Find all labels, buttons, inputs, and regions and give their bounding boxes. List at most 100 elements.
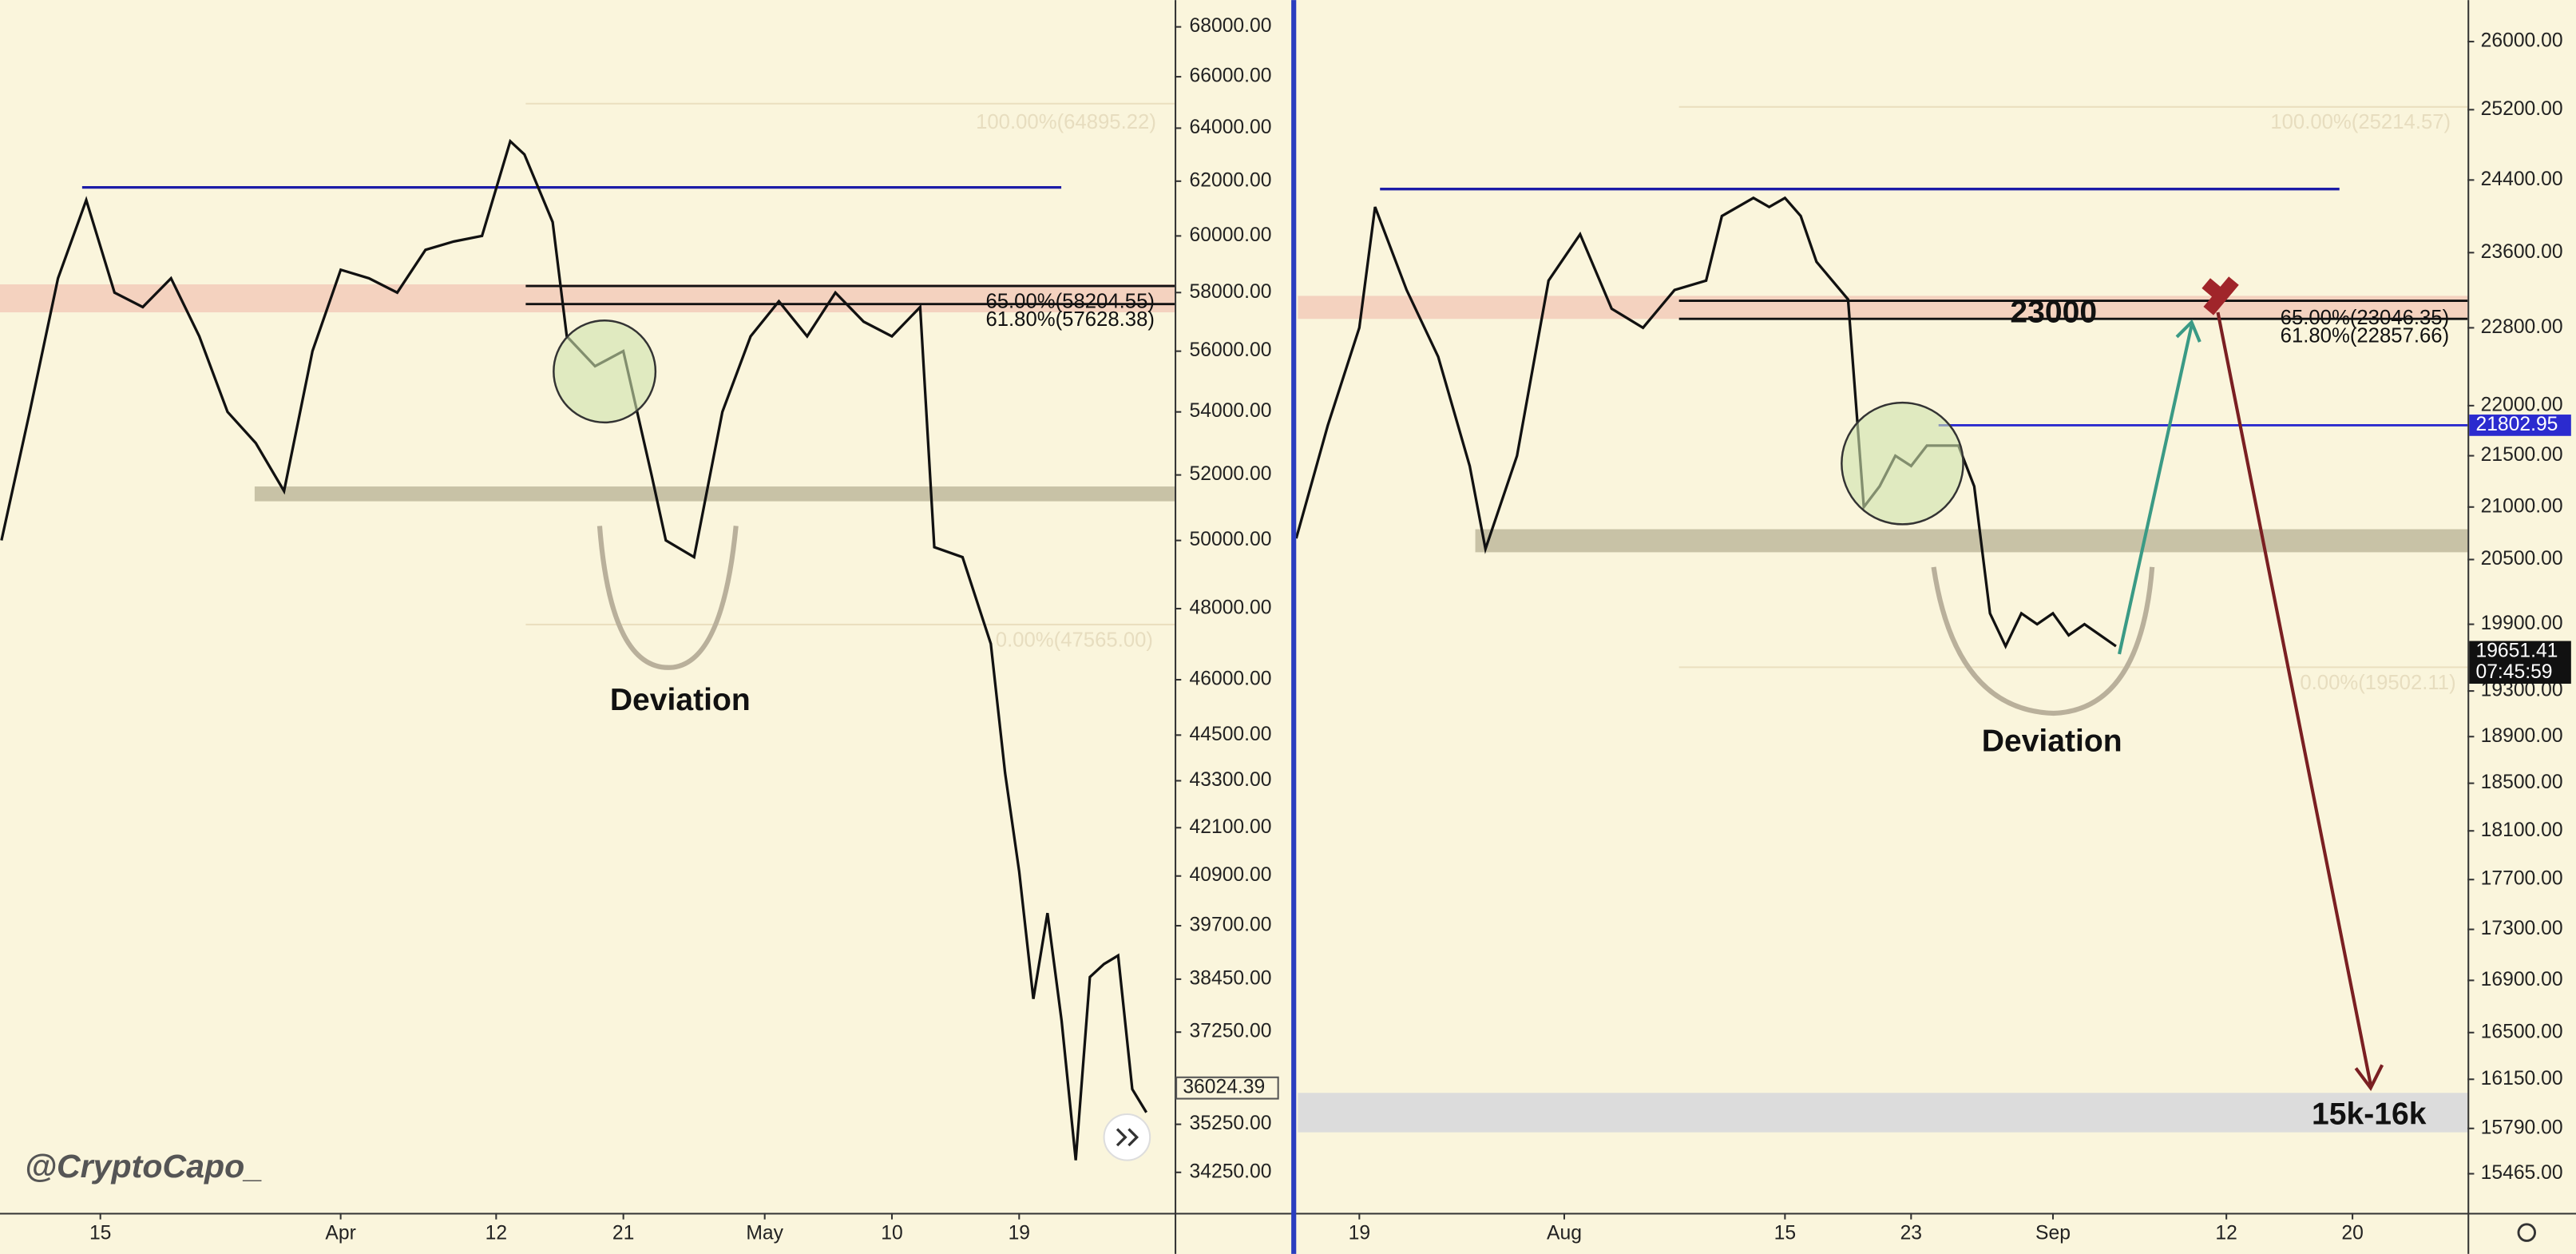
deviation-curve [1931,566,2155,716]
x-tick-label: 23 [1900,1223,1922,1244]
price-label: 19651.41 [2475,640,2558,661]
y-tick-label: 16900.00 [2481,969,2563,990]
panel-separator [1291,0,1297,1254]
x-tick-label: Sep [2035,1223,2071,1244]
y-tick-label: 56000.00 [1190,339,1272,361]
arrow-head [2354,1064,2384,1091]
price-series [0,138,2468,1161]
watermark: @CryptoCapo_ [25,1148,263,1185]
support-zone [254,486,1175,502]
y-tick-label: 16150.00 [2481,1068,2563,1089]
y-tick-label: 18500.00 [2481,772,2563,793]
price-label: 36024.39 [1183,1077,1265,1098]
y-tick-label: 44500.00 [1190,724,1272,745]
y-tick-label: 22800.00 [2481,316,2563,338]
annotation: Deviation [610,683,751,717]
y-tick-label: 26000.00 [2481,30,2563,52]
y-tick-label: 21000.00 [2481,495,2563,517]
y-tick-label: 50000.00 [1190,529,1272,550]
settings-icon[interactable] [2517,1223,2537,1242]
y-tick-label: 60000.00 [1190,224,1272,246]
y-tick-label: 15790.00 [2481,1117,2563,1138]
scroll-icon [1116,1128,1139,1147]
y-tick-label: 18100.00 [2481,819,2563,841]
y-tick-label: 64000.00 [1190,117,1272,138]
hammer-icon [2201,276,2239,315]
price-label: 21802.95 [2475,414,2558,435]
annotation: 15k-16k [2312,1097,2427,1131]
y-tick-label: 16500.00 [2481,1021,2563,1042]
y-tick-label: 66000.00 [1190,65,1272,87]
fib-label: 61.80%(57628.38) [985,308,1155,331]
y-tick-label: 17700.00 [2481,868,2563,890]
annotation: Deviation [1982,724,2122,758]
x-tick-label: 12 [2215,1223,2237,1244]
y-tick-label: 37250.00 [1190,1021,1272,1042]
price-axis [1176,0,1292,1213]
fib-label: 65.00%(23046.35) [2281,307,2450,329]
y-tick-label: 17300.00 [2481,918,2563,939]
y-tick-label: 46000.00 [1190,669,1272,690]
x-tick-label: 21 [612,1223,634,1244]
y-tick-label: 23600.00 [2481,241,2563,263]
fib-label: 0.00%(47565.00) [996,629,1153,651]
x-tick-label: 10 [881,1223,902,1244]
x-tick-label: 15 [1774,1223,1796,1244]
price-label-box [2469,641,2571,684]
price-label-box [2469,415,2571,436]
price-axis [2469,0,2576,1213]
y-tick-label: 68000.00 [1190,15,1272,37]
y-tick-label: 21500.00 [2481,444,2563,466]
y-tick-label: 43300.00 [1190,769,1272,791]
y-tick-label: 24400.00 [2481,169,2563,190]
y-tick-label: 58000.00 [1190,281,1272,303]
price-line [1294,196,2117,649]
overlays: Deviation 100.00%(64895.22) 65.00%(58204… [25,111,2456,1185]
y-tick-label: 54000.00 [1190,400,1272,422]
x-tick-label: 20 [2341,1223,2363,1244]
y-tick-label: 34250.00 [1190,1161,1272,1182]
price-label-box [1175,1076,1279,1100]
arrow [2216,312,2372,1085]
y-tick-label: 38450.00 [1190,967,1272,989]
arrow [2118,325,2194,655]
arrow-head [2175,319,2201,343]
x-tick-label: 12 [485,1223,507,1244]
y-tick-label: 19900.00 [2481,613,2563,634]
fib-label: 61.80%(22857.66) [2281,325,2450,347]
y-tick-label: 40900.00 [1190,864,1272,886]
x-tick-label: Aug [1547,1223,1582,1244]
y-tick-label: 39700.00 [1190,915,1272,936]
y-tick-label: 22000.00 [2481,394,2563,415]
fib-label: 0.00%(19502.11) [2300,672,2455,694]
deviation-curve [596,526,739,670]
y-tick-label: 25200.00 [2481,98,2563,120]
x-tick-label: 19 [1009,1223,1030,1244]
target-zone [1298,1093,2468,1133]
countdown: 07:45:59 [2475,661,2552,683]
drawings [0,102,2468,1133]
resistance-zone [0,284,1175,313]
x-tick-label: May [746,1223,783,1244]
annotation: 23000 [2010,295,2097,329]
fib-label: 100.00%(25214.57) [2270,111,2451,133]
fib-label: 65.00%(58204.55) [985,290,1155,312]
y-tick-label: 15465.00 [2481,1162,2563,1184]
support-zone [1475,529,2468,553]
y-tick-label: 52000.00 [1190,463,1272,485]
y-tick-label: 18900.00 [2481,725,2563,747]
highlight-circle [1841,401,1964,526]
price-line [0,138,1148,1161]
y-tick-label: 20500.00 [2481,548,2563,569]
y-tick-label: 62000.00 [1190,169,1272,191]
y-tick-label: 48000.00 [1190,597,1272,619]
highlight-circle [553,319,657,424]
fib-label: 100.00%(64895.22) [976,111,1156,133]
x-tick-label: 19 [1349,1223,1370,1244]
y-tick-label: 42100.00 [1190,816,1272,838]
x-tick-label: 15 [89,1223,111,1244]
x-tick-label: Apr [325,1223,355,1244]
y-tick-label: 35250.00 [1190,1113,1272,1134]
